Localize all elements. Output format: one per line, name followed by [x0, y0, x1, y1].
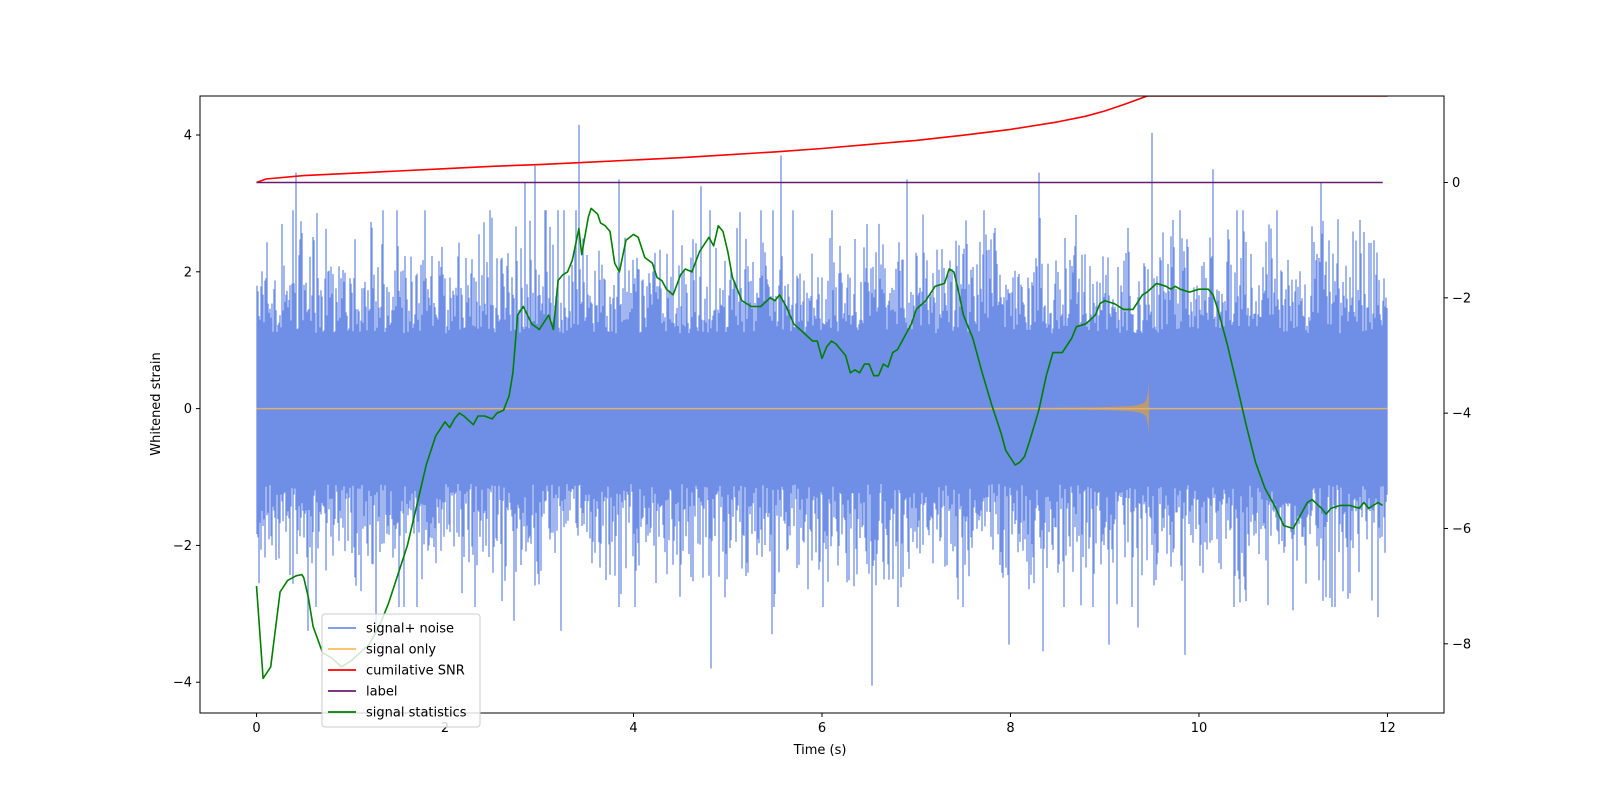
y-axis-label: Whitened strain: [149, 352, 164, 455]
x-axis-label: Time (s): [793, 743, 847, 758]
legend-label: signal only: [366, 643, 436, 658]
y-right-tick-label: −8: [1452, 637, 1471, 652]
series-signal-statistics: [255, 207, 1384, 680]
y-left-tick-label: −4: [173, 676, 192, 691]
x-tick-label: 4: [629, 721, 637, 736]
y-left-tick-label: 2: [184, 265, 192, 280]
y-axis-left: −4 −2 0 2 4: [173, 128, 200, 691]
y-left-tick-label: 0: [184, 402, 192, 417]
legend: signal+ noise signal only cumilative SNR la…: [321, 613, 481, 728]
series-layer: [255, 96, 1388, 686]
legend-label: label: [366, 685, 397, 700]
x-tick-label: 8: [1006, 721, 1014, 736]
legend-label: signal statistics: [366, 706, 467, 721]
legend-label: cumilative SNR: [366, 664, 465, 679]
legend-label: signal+ noise: [366, 622, 454, 637]
legend-box: [321, 613, 481, 728]
x-tick-label: 0: [252, 721, 260, 736]
y-left-tick-label: 4: [184, 128, 192, 143]
y-axis-right: −8 −6 −4 −2 0: [1444, 176, 1471, 652]
x-tick-label: 10: [1191, 721, 1208, 736]
y-right-tick-label: −2: [1452, 291, 1471, 306]
x-tick-label: 6: [818, 721, 826, 736]
x-axis: 0 2 4 6 8 10 12: [252, 713, 1396, 736]
x-tick-label: 12: [1379, 721, 1396, 736]
y-right-tick-label: −4: [1452, 407, 1471, 422]
y-right-tick-label: 0: [1452, 176, 1460, 191]
y-left-tick-label: −2: [173, 539, 192, 554]
series-cumulative-snr: [256, 96, 1388, 184]
x-tick-label: 2: [441, 721, 449, 736]
y-right-tick-label: −6: [1452, 522, 1471, 537]
